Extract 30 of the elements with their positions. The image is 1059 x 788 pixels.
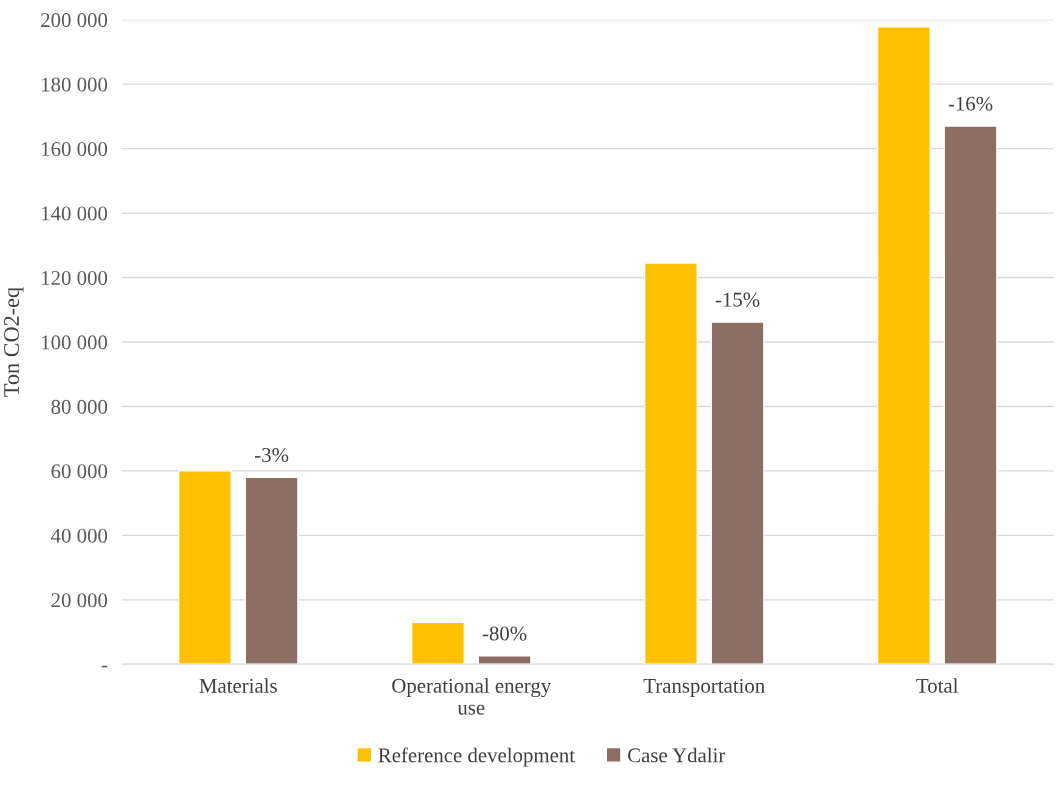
annotation: -80% [482, 626, 527, 641]
x-tick-label: Total [916, 678, 959, 693]
y-tick-label: 100 000 [42, 335, 108, 350]
bar [876, 26, 931, 665]
y-tick-label: 140 000 [42, 206, 108, 221]
legend-label: Reference development [378, 747, 575, 767]
y-axis-title: Ton CO2-eq [4, 287, 24, 397]
bar [410, 621, 465, 665]
y-tick-label: 60 000 [51, 464, 108, 479]
y-tick-label: 160 000 [42, 141, 108, 157]
bar [643, 262, 698, 665]
y-tick-label: - [101, 665, 108, 668]
bar [177, 470, 232, 665]
y-tick-label: 40 000 [51, 528, 108, 543]
y-tick-label: 200 000 [41, 13, 108, 28]
annotation: -16% [948, 96, 993, 111]
y-tick-label: 120 000 [42, 270, 108, 285]
annotation: -3% [255, 447, 289, 463]
bar [943, 125, 998, 665]
bar [477, 655, 532, 665]
bar [244, 476, 299, 665]
y-tick-label: 180 000 [42, 77, 108, 92]
bar [710, 321, 765, 665]
x-tick-label: Operational energy use [392, 678, 552, 715]
x-tick-label: Transportation [643, 678, 765, 698]
x-tick-label: Materials [199, 678, 277, 693]
annotation: -15% [715, 292, 760, 307]
legend-label: Case Ydalir [628, 747, 726, 763]
y-tick-label: 80 000 [51, 399, 108, 414]
y-tick-label: 20 000 [51, 593, 108, 608]
